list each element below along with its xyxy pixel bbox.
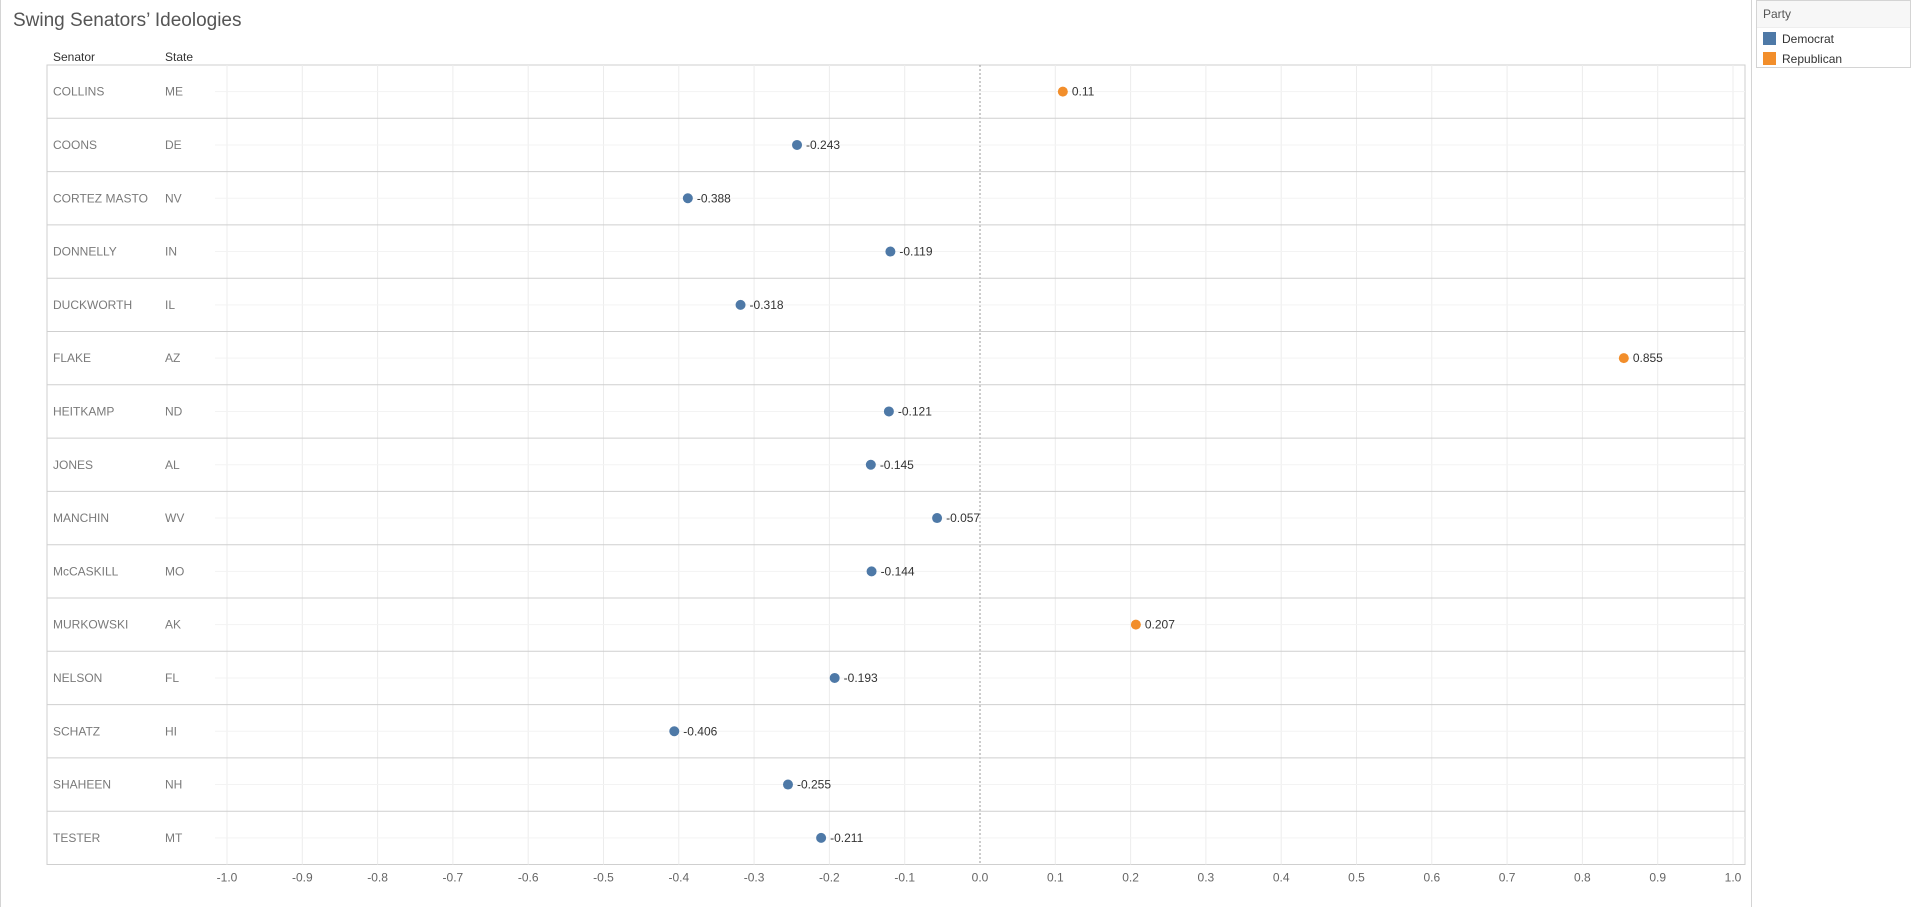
senator-name: COLLINS bbox=[53, 85, 104, 99]
x-tick-label: 0.2 bbox=[1122, 871, 1139, 885]
senator-name: COONS bbox=[53, 138, 97, 152]
ideology-dot bbox=[782, 779, 793, 790]
data-label: -0.119 bbox=[899, 245, 932, 259]
ideology-dot bbox=[865, 459, 876, 470]
state-code: IN bbox=[165, 245, 177, 259]
senator-name: MURKOWSKI bbox=[53, 618, 128, 632]
legend-label-democrat: Democrat bbox=[1782, 31, 1835, 46]
chart-view: Swing Senators’ Ideologies Senator State… bbox=[0, 0, 1752, 907]
x-tick-label: 0.8 bbox=[1574, 871, 1591, 885]
ideology-dot bbox=[932, 513, 943, 524]
state-code: FL bbox=[165, 671, 179, 685]
x-tick-label: -0.8 bbox=[367, 871, 388, 885]
x-tick-label: 0.4 bbox=[1273, 871, 1290, 885]
ideology-dot bbox=[1130, 619, 1141, 630]
state-code: AL bbox=[165, 458, 180, 472]
data-label: -0.243 bbox=[806, 138, 840, 152]
x-tick-label: -0.2 bbox=[819, 871, 840, 885]
ideology-dot bbox=[883, 406, 894, 417]
ideology-dot bbox=[735, 299, 746, 310]
data-label: 0.11 bbox=[1072, 85, 1095, 99]
x-tick-label: 0.5 bbox=[1348, 871, 1365, 885]
column-header-senator[interactable]: Senator bbox=[53, 50, 96, 64]
senator-name: FLAKE bbox=[53, 351, 91, 365]
senator-name: SCHATZ bbox=[53, 724, 100, 738]
state-code: DE bbox=[165, 138, 182, 152]
data-label: -0.144 bbox=[881, 564, 915, 578]
ideology-dot bbox=[682, 193, 693, 204]
data-label: 0.207 bbox=[1145, 618, 1175, 632]
column-header-state[interactable]: State bbox=[165, 50, 194, 64]
x-tick-label: -0.7 bbox=[443, 871, 464, 885]
dot-plot: -1.0 -0.9 -0.8 -0.7 -0.6 -0.5 -0.4 -0.3 -0.2 -0.1… bbox=[46, 64, 1746, 885]
state-code: IL bbox=[165, 298, 175, 312]
data-label: 0.855 bbox=[1633, 351, 1663, 365]
x-tick-label: -0.6 bbox=[518, 871, 539, 885]
ideology-dot bbox=[1618, 353, 1629, 364]
senator-name: JONES bbox=[53, 458, 93, 472]
x-tick-label: 0.1 bbox=[1047, 871, 1064, 885]
x-tick-label: 0.3 bbox=[1198, 871, 1215, 885]
data-label: -0.406 bbox=[683, 724, 717, 738]
data-label: -0.145 bbox=[880, 458, 914, 472]
x-tick-label: -0.3 bbox=[744, 871, 765, 885]
republican-swatch bbox=[1763, 52, 1776, 66]
x-tick-label: 0.6 bbox=[1423, 871, 1440, 885]
ideology-dot bbox=[669, 726, 680, 737]
senator-name: McCASKILL bbox=[53, 564, 119, 578]
legend-item-democrat[interactable]: Democrat bbox=[1763, 31, 1834, 47]
senator-name: HEITKAMP bbox=[53, 404, 114, 418]
data-label: -0.255 bbox=[797, 778, 831, 792]
x-tick-label: -0.5 bbox=[593, 871, 614, 885]
ideology-dot bbox=[816, 832, 827, 843]
x-tick-label: -0.9 bbox=[292, 871, 313, 885]
data-label: -0.057 bbox=[946, 511, 980, 525]
senator-name: DUCKWORTH bbox=[53, 298, 132, 312]
legend-label-republican: Republican bbox=[1782, 51, 1843, 66]
data-label: -0.193 bbox=[844, 671, 878, 685]
x-tick-label: -1.0 bbox=[217, 871, 238, 885]
ideology-dot bbox=[885, 246, 896, 257]
legend-item-republican[interactable]: Republican bbox=[1763, 51, 1842, 67]
state-code: ME bbox=[165, 85, 183, 99]
democrat-swatch bbox=[1763, 32, 1776, 46]
state-code: MT bbox=[165, 831, 183, 845]
ideology-dot bbox=[792, 139, 803, 150]
ideology-dot bbox=[1057, 86, 1068, 97]
state-code: HI bbox=[165, 724, 177, 738]
senator-name: CORTEZ MASTO bbox=[53, 191, 148, 205]
state-code: WV bbox=[165, 511, 184, 525]
data-label: -0.318 bbox=[750, 298, 784, 312]
senator-name: MANCHIN bbox=[53, 511, 109, 525]
state-code: AK bbox=[165, 618, 181, 632]
data-label: -0.121 bbox=[898, 404, 932, 418]
state-code: MO bbox=[165, 564, 184, 578]
data-label: -0.388 bbox=[697, 191, 731, 205]
x-tick-label: 0.0 bbox=[972, 871, 989, 885]
party-legend[interactable]: Party Democrat Republican bbox=[1756, 0, 1911, 68]
state-code: ND bbox=[165, 404, 183, 418]
x-tick-label: 0.7 bbox=[1499, 871, 1516, 885]
x-tick-label: -0.1 bbox=[894, 871, 915, 885]
x-tick-label: 1.0 bbox=[1725, 871, 1742, 885]
senator-name: NELSON bbox=[53, 671, 102, 685]
x-tick-label: 0.9 bbox=[1649, 871, 1666, 885]
state-code: NH bbox=[165, 778, 182, 792]
x-tick-label: -0.4 bbox=[668, 871, 689, 885]
ideology-dot bbox=[829, 672, 840, 683]
senator-name: TESTER bbox=[53, 831, 101, 845]
state-code: NV bbox=[165, 191, 182, 205]
state-code: AZ bbox=[165, 351, 180, 365]
senator-name: DONNELLY bbox=[53, 245, 117, 259]
legend-header bbox=[1757, 1, 1910, 28]
senator-name: SHAHEEN bbox=[53, 778, 111, 792]
chart-title: Swing Senators’ Ideologies bbox=[13, 10, 242, 31]
legend-title: Party bbox=[1763, 7, 1792, 21]
data-label: -0.211 bbox=[830, 831, 863, 845]
ideology-dot bbox=[866, 566, 877, 577]
